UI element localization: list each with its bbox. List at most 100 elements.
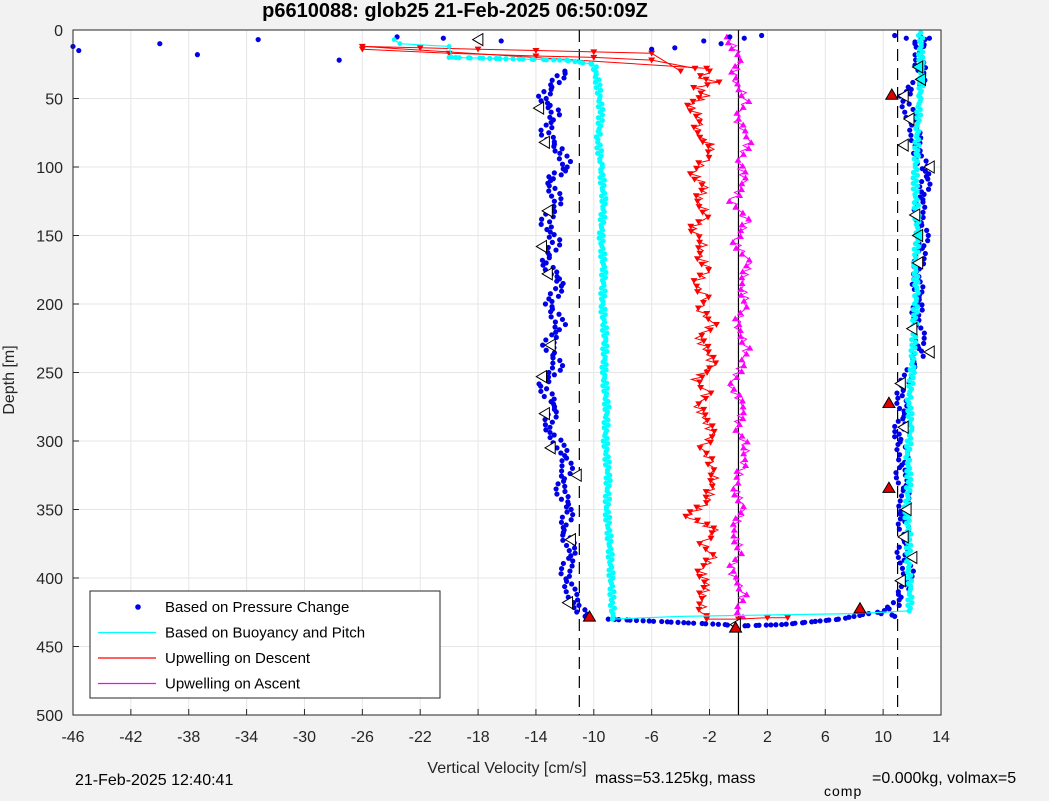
pitch-indicator-marker [911, 60, 924, 74]
x-tick-label: 6 [821, 729, 830, 746]
pressure-change-point [548, 193, 555, 199]
buoyancy-pitch-point [911, 205, 917, 211]
pressure-change-point [549, 365, 556, 371]
descent-upwelling-marker [709, 354, 717, 361]
descent-upwelling-marker [706, 365, 713, 372]
ascent-upwelling-marker [731, 556, 739, 562]
pressure-change-point [918, 325, 924, 331]
pitch-indicator-marker [905, 550, 918, 565]
descent-upwelling-marker [696, 541, 704, 548]
descent-upwelling-marker [695, 160, 703, 167]
descent-upwelling-marker [691, 65, 699, 72]
pressure-change-point [835, 616, 841, 622]
pressure-change-point [564, 164, 570, 170]
descent-upwelling-marker [702, 489, 710, 496]
y-tick-label: 500 [36, 708, 63, 725]
pressure-change-point [576, 602, 582, 609]
pressure-change-point [194, 52, 201, 58]
buoyancy-pitch-point [611, 589, 617, 595]
pressure-change-point [546, 183, 552, 189]
ascent-upwelling-marker [740, 150, 747, 157]
pressure-change-point [921, 340, 927, 346]
descent-upwelling-marker [693, 283, 701, 290]
pressure-change-point [551, 432, 557, 438]
pressure-change-point [572, 550, 578, 556]
pressure-change-point [922, 204, 928, 210]
descent-upwelling-marker [708, 423, 716, 430]
ascent-upwelling-marker [726, 561, 734, 568]
ascent-upwelling-marker [737, 509, 745, 516]
ascent-upwelling-marker [735, 585, 743, 592]
buoyancy-pitch-point [606, 404, 612, 410]
ascent-upwelling-marker [735, 321, 743, 328]
descent-upwelling-marker [708, 530, 716, 537]
buoyancy-pitch-point [603, 475, 609, 481]
buoyancy-pitch-point [603, 325, 610, 331]
pressure-change-point [542, 422, 548, 428]
pitch-indicator-marker [471, 32, 484, 47]
pressure-change-point [659, 618, 665, 625]
pressure-change-point [724, 622, 730, 628]
descent-upwelling-marker [700, 585, 708, 591]
pressure-change-point [892, 428, 898, 435]
pressure-change-point [926, 35, 933, 41]
pressure-change-point [920, 209, 926, 215]
pressure-change-point [563, 455, 570, 461]
pressure-change-point [548, 224, 554, 230]
buoyancy-pitch-point [520, 56, 526, 62]
x-axis-label: Vertical Velocity [cm/s] [427, 760, 586, 777]
pressure-change-point [539, 216, 545, 222]
buoyancy-pitch-point [580, 60, 586, 66]
red-event-marker [884, 88, 899, 100]
pressure-change-point [570, 512, 576, 518]
pressure-change-point [536, 93, 542, 99]
descent-upwelling-marker [695, 606, 703, 613]
pressure-change-point [553, 414, 559, 420]
pressure-change-point [551, 170, 557, 176]
descent-upwelling-marker [416, 45, 424, 52]
descent-upwelling-marker [703, 521, 711, 528]
buoyancy-pitch-point [598, 211, 604, 218]
buoyancy-pitch-point [910, 380, 916, 387]
pressure-change-point [907, 127, 913, 133]
pressure-change-point [560, 560, 566, 567]
pressure-change-point [895, 480, 901, 486]
buoyancy-pitch-point [602, 306, 608, 312]
descent-upwelling-marker [703, 450, 711, 457]
buoyancy-pitch-point [595, 104, 601, 110]
y-tick-label: 350 [36, 503, 63, 520]
descent-upwelling-marker [707, 390, 715, 397]
x-tick-label: -18 [467, 729, 490, 746]
ascent-upwelling-marker [734, 51, 742, 58]
pressure-change-point [559, 468, 565, 474]
buoyancy-pitch-point [597, 131, 603, 137]
buoyancy-pitch-point [908, 578, 915, 584]
ascent-upwelling-marker [737, 92, 745, 99]
pressure-change-point [927, 181, 933, 187]
pressure-change-point [640, 618, 646, 624]
ascent-upwelling-marker [738, 356, 746, 363]
descent-upwelling-marker [704, 214, 712, 221]
descent-upwelling-marker [698, 595, 706, 602]
pressure-change-point [546, 130, 552, 136]
pitch-indicator-marker [914, 72, 927, 87]
buoyancy-pitch-point [911, 369, 917, 376]
pressure-change-point [912, 41, 918, 47]
descent-upwelling-marker [698, 187, 706, 194]
pressure-change-point [566, 548, 572, 554]
ascent-upwelling-marker [735, 86, 743, 93]
descent-upwelling-marker [703, 65, 711, 72]
pressure-change-point [745, 623, 751, 629]
pressure-change-point [668, 619, 674, 625]
pressure-change-point [562, 483, 568, 489]
pressure-change-point [558, 288, 565, 294]
pressure-change-point [910, 568, 916, 574]
pressure-change-point [550, 134, 556, 140]
pitch-indicator-marker [897, 138, 909, 152]
pressure-change-point [727, 34, 733, 40]
pitch-indicator-marker [897, 88, 909, 103]
pressure-change-point [546, 234, 552, 240]
descent-upwelling-marker [695, 95, 703, 102]
y-tick-label: 100 [36, 160, 63, 177]
pressure-change-point [905, 84, 911, 90]
